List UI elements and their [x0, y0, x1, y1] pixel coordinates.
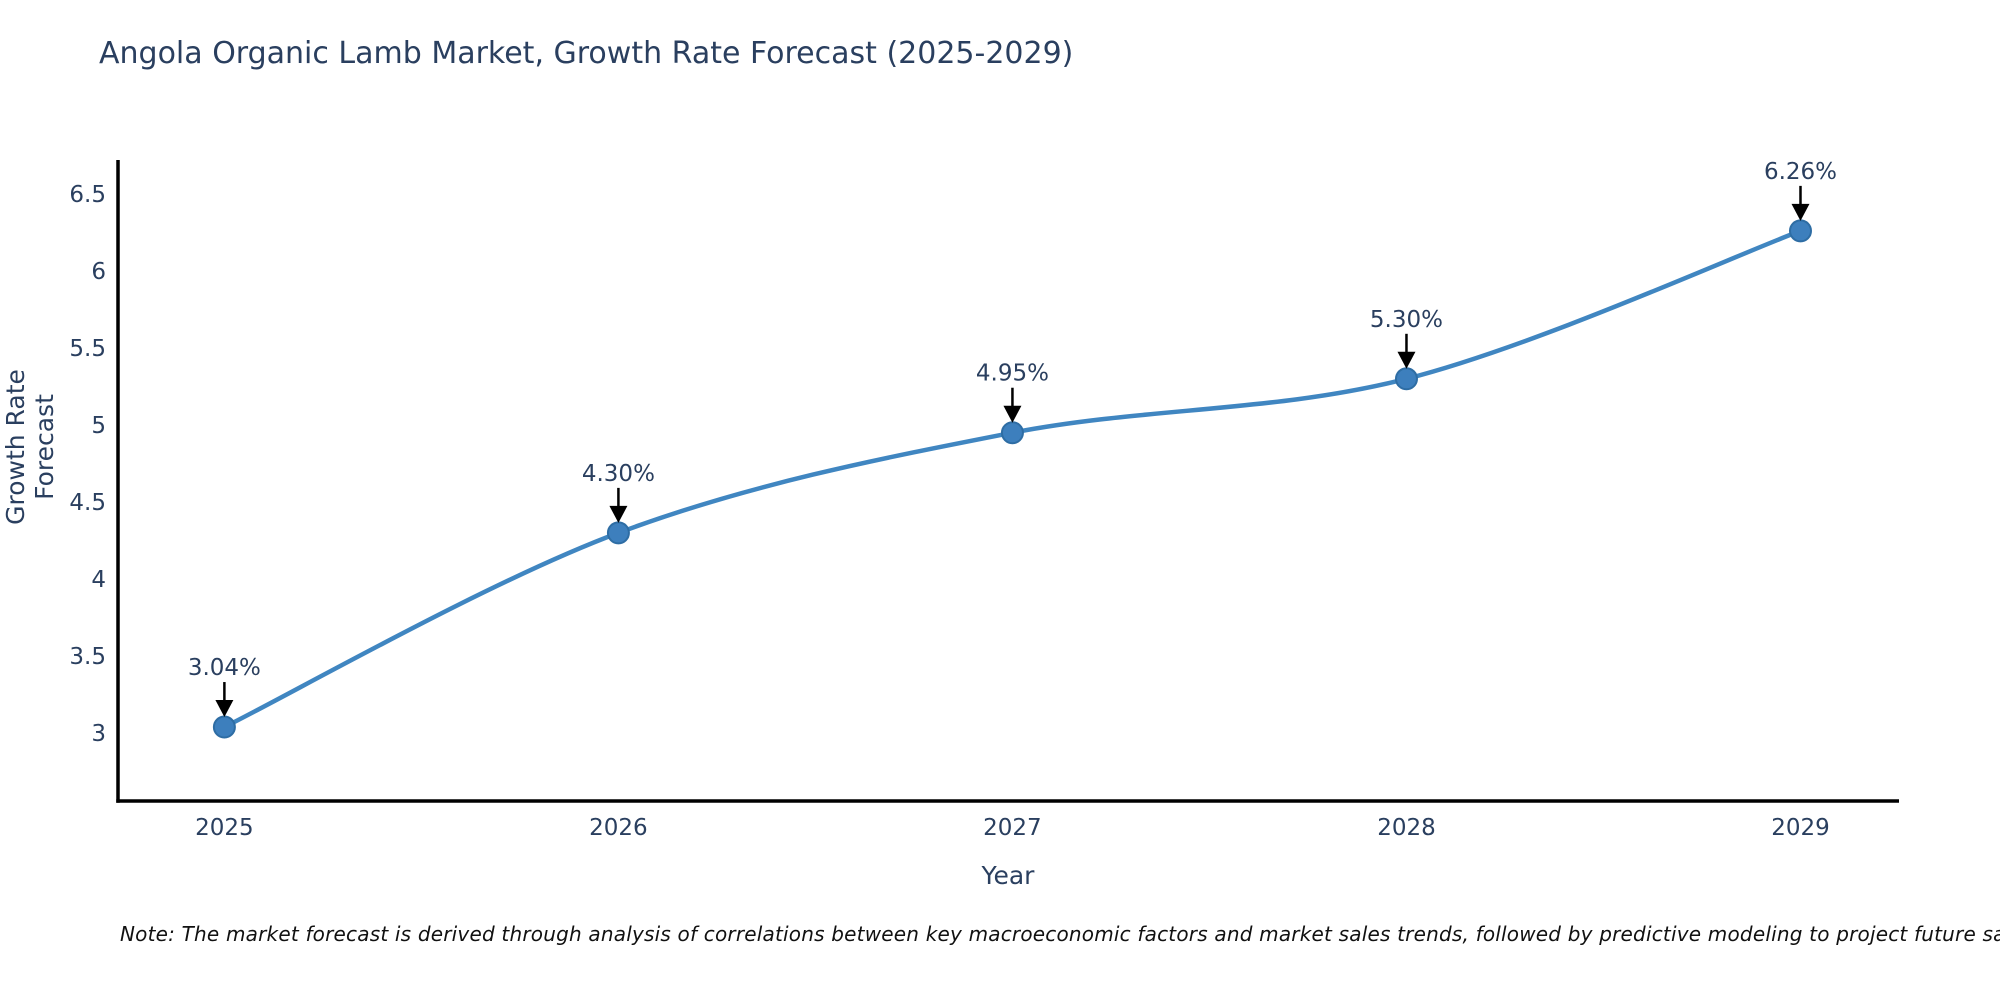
annotation-arrowhead — [609, 505, 628, 523]
y-tick-label: 5.5 — [69, 336, 106, 362]
x-tick-label: 2029 — [1771, 815, 1830, 841]
data-point-marker — [1000, 421, 1024, 445]
x-tick-label: 2028 — [1377, 815, 1436, 841]
y-tick-label: 4.5 — [69, 490, 106, 516]
footnote: Note: The market forecast is derived thr… — [120, 922, 2000, 946]
chart-title: Angola Organic Lamb Market, Growth Rate … — [99, 36, 1074, 71]
data-point-marker — [1788, 219, 1812, 243]
trend-line — [222, 228, 1803, 730]
annotation-arrowhead — [215, 700, 234, 718]
annotation-label: 5.30% — [1370, 307, 1443, 333]
x-axis-title: Year — [981, 861, 1035, 890]
data-point-marker — [606, 521, 630, 545]
y-tick-label: 4 — [91, 567, 106, 593]
x-tick-label: 2027 — [983, 815, 1042, 841]
y-tick-label: 6.5 — [69, 182, 106, 208]
y-tick-label: 5 — [91, 413, 106, 439]
y-tick-label: 6 — [91, 259, 106, 285]
y-tick-label: 3 — [91, 721, 106, 747]
annotation-arrowhead — [1791, 203, 1810, 221]
annotation-label: 6.26% — [1764, 159, 1837, 185]
annotation-label: 4.30% — [582, 461, 655, 487]
x-tick-label: 2025 — [195, 815, 254, 841]
annotation-arrowhead — [1003, 405, 1022, 423]
x-tick-label: 2026 — [589, 815, 648, 841]
annotation-arrowhead — [1397, 351, 1416, 369]
y-tick-label: 3.5 — [69, 644, 106, 670]
annotation-label: 3.04% — [188, 655, 261, 681]
data-point-marker — [1394, 367, 1418, 391]
data-point-marker — [212, 715, 236, 739]
annotation-label: 4.95% — [976, 361, 1049, 387]
